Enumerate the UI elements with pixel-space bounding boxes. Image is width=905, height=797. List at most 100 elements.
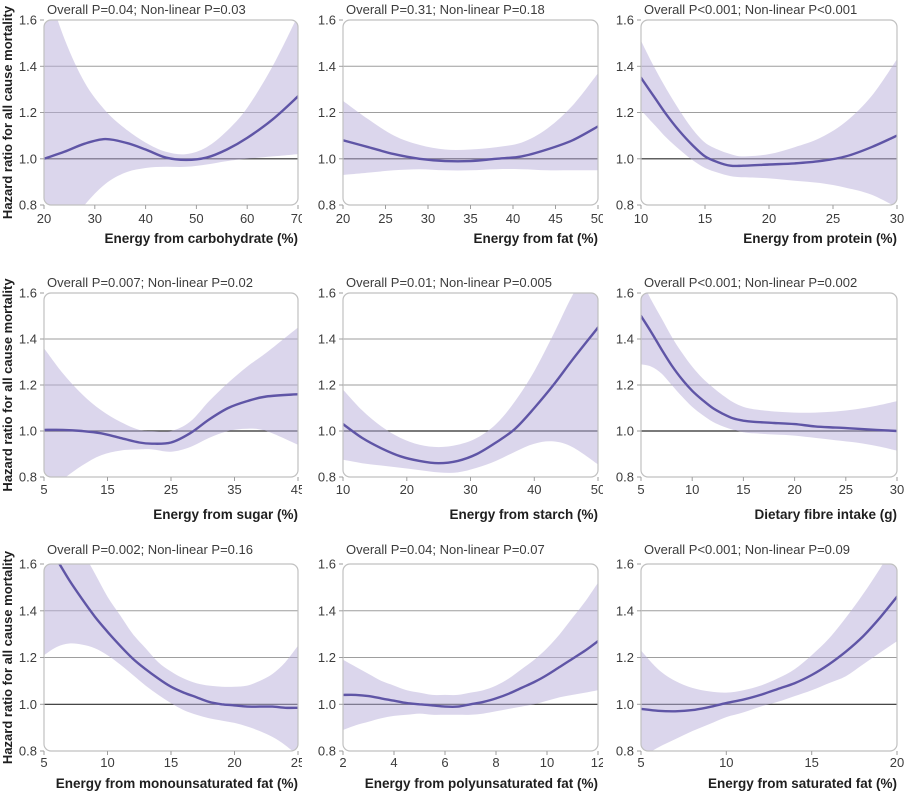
panel-title: Overall P=0.01; Non-linear P=0.005: [346, 275, 552, 290]
x-axis-label: Energy from carbohydrate (%): [104, 231, 298, 246]
y-tick-label: 1.2: [19, 650, 37, 665]
y-tick-label: 0.8: [318, 198, 336, 213]
y-tick-label: 1.0: [318, 151, 336, 166]
x-tick-label: 40: [506, 211, 520, 226]
panel-title: Overall P<0.001; Non-linear P<0.001: [644, 2, 857, 17]
y-tick-label: 1.4: [616, 59, 634, 74]
y-tick-label: 1.4: [318, 332, 336, 347]
y-axis-label: Hazard ratio for all cause mortality: [0, 550, 15, 764]
y-tick-label: 1.6: [616, 557, 634, 572]
panel-cell-energy-from-carbohydrate: 0.8 1.0 1.2 1.4 1.6 20 30 40 50 60 70 Overall P=0.0…: [0, 0, 305, 264]
y-tick-label: 1.6: [616, 286, 634, 301]
y-tick-label: 1.0: [616, 424, 634, 439]
y-tick-label: 0.8: [19, 470, 37, 485]
confidence-band: [44, 327, 298, 477]
y-tick-label: 0.8: [616, 198, 634, 213]
hazard-ratio-curve: [44, 95, 298, 162]
y-tick-label: 1.0: [19, 424, 37, 439]
x-tick-label: 20: [762, 211, 776, 226]
y-tick-label: 1.2: [19, 105, 37, 120]
x-tick-label: 25: [826, 211, 840, 226]
plot-area: [641, 564, 897, 751]
x-tick-label: 20: [37, 211, 51, 226]
y-tick-label: 1.2: [616, 378, 634, 393]
hazard-ratio-curve: [343, 326, 598, 465]
plot-area: [641, 293, 897, 451]
x-axis-label: Dietary fibre intake (g): [754, 507, 897, 522]
y-tick-label: 1.2: [616, 105, 634, 120]
hazard-ratio-curve: [641, 314, 897, 433]
y-tick-label: 1.2: [19, 378, 37, 393]
x-tick-label: 35: [227, 482, 241, 497]
x-tick-label: 10: [100, 755, 114, 770]
x-tick-label: 12: [591, 755, 603, 770]
x-tick-label: 30: [421, 211, 435, 226]
hazard-ratio-curve: [44, 564, 298, 710]
panel-cell-energy-from-protein: 0.8 1.0 1.2 1.4 1.6 10 15 20 25 30 Overall P<0.001…: [603, 0, 905, 264]
confidence-band: [343, 582, 598, 730]
hazard-ratio-curve: [343, 639, 598, 709]
x-axis-label: Energy from monounsaturated fat (%): [56, 776, 298, 791]
y-tick-label: 1.2: [318, 105, 336, 120]
y-tick-label: 1.4: [19, 603, 37, 618]
y-axis-label: Hazard ratio for all cause mortality: [0, 278, 15, 492]
hazard-ratio-curve: [343, 125, 598, 163]
spline-plot-energy-from-sugar: 0.8 1.0 1.2 1.4 1.6 5 15 25 35 45 Overall P=0.007;…: [0, 275, 305, 522]
x-tick-label: 10: [336, 482, 350, 497]
spline-plot-energy-from-starch: 0.8 1.0 1.2 1.4 1.6 10 20 30 40 50 Overall P=0.01;…: [318, 275, 605, 522]
panel-cell-energy-from-fat: 0.8 1.0 1.2 1.4 1.6 20 25 30 35 40 45 50 Overall P=0…: [302, 0, 605, 264]
y-tick-label: 1.6: [318, 13, 336, 28]
y-tick-label: 0.8: [318, 470, 336, 485]
y-tick-label: 0.8: [318, 744, 336, 759]
panel-cell-energy-from-polyunsaturated-fat: 0.8 1.0 1.2 1.4 1.6 2 4 6 8 10 12 Overall P=0.04; N…: [302, 528, 605, 792]
y-tick-label: 1.2: [318, 650, 336, 665]
spline-plot-energy-from-saturated-fat: 0.8 1.0 1.2 1.4 1.6 5 10 15 20 Overall P<0.001; N…: [616, 542, 904, 791]
x-tick-label: 50: [591, 211, 603, 226]
x-tick-label: 40: [527, 482, 541, 497]
panel-title: Overall P=0.04; Non-linear P=0.07: [346, 542, 545, 557]
hazard-ratio-curve: [44, 393, 298, 445]
x-axis-label: Energy from fat (%): [473, 231, 598, 246]
hazard-ratio-curve: [641, 595, 897, 713]
y-tick-label: 1.4: [318, 59, 336, 74]
plot-area: [343, 582, 598, 730]
x-tick-label: 50: [189, 211, 203, 226]
x-tick-label: 30: [88, 211, 102, 226]
x-tick-label: 15: [100, 482, 114, 497]
x-tick-label: 8: [492, 755, 499, 770]
x-tick-label: 5: [40, 755, 47, 770]
x-tick-label: 20: [890, 755, 904, 770]
x-axis-label: Energy from polyunsaturated fat (%): [365, 776, 598, 791]
plot-area: [44, 564, 298, 751]
panel-cell-energy-from-sugar: 0.8 1.0 1.2 1.4 1.6 5 15 25 35 45 Overall P=0.007;…: [0, 264, 305, 528]
y-tick-label: 1.2: [318, 378, 336, 393]
y-tick-label: 1.4: [318, 603, 336, 618]
x-tick-label: 25: [164, 482, 178, 497]
x-tick-label: 25: [839, 482, 853, 497]
y-tick-label: 1.6: [19, 286, 37, 301]
confidence-band: [641, 293, 897, 451]
y-tick-label: 0.8: [19, 744, 37, 759]
confidence-band: [343, 293, 598, 473]
y-tick-label: 0.8: [19, 198, 37, 213]
x-axis-label: Energy from sugar (%): [153, 507, 298, 522]
y-tick-label: 1.6: [616, 13, 634, 28]
y-tick-label: 0.8: [616, 744, 634, 759]
panel-title: Overall P=0.002; Non-linear P=0.16: [47, 542, 253, 557]
plot-area: [44, 327, 298, 477]
x-tick-label: 45: [548, 211, 562, 226]
y-tick-label: 1.0: [318, 424, 336, 439]
x-tick-label: 4: [390, 755, 397, 770]
y-tick-label: 1.6: [318, 557, 336, 572]
x-tick-label: 70: [291, 211, 302, 226]
x-tick-label: 20: [787, 482, 801, 497]
x-tick-label: 25: [378, 211, 392, 226]
y-tick-label: 1.4: [616, 332, 634, 347]
panel-title: Overall P=0.31; Non-linear P=0.18: [346, 2, 545, 17]
x-tick-label: 25: [291, 755, 302, 770]
spline-plot-energy-from-fat: 0.8 1.0 1.2 1.4 1.6 20 25 30 35 40 45 50 Overall P=0…: [318, 2, 605, 246]
panel-cell-energy-from-saturated-fat: 0.8 1.0 1.2 1.4 1.6 5 10 15 20 Overall P<0.001; N…: [603, 528, 905, 792]
confidence-band: [44, 564, 298, 751]
x-tick-label: 15: [164, 755, 178, 770]
panel-cell-energy-from-monounsaturated-fat: 0.8 1.0 1.2 1.4 1.6 5 10 15 20 25 Overall P=0.002;…: [0, 528, 305, 792]
